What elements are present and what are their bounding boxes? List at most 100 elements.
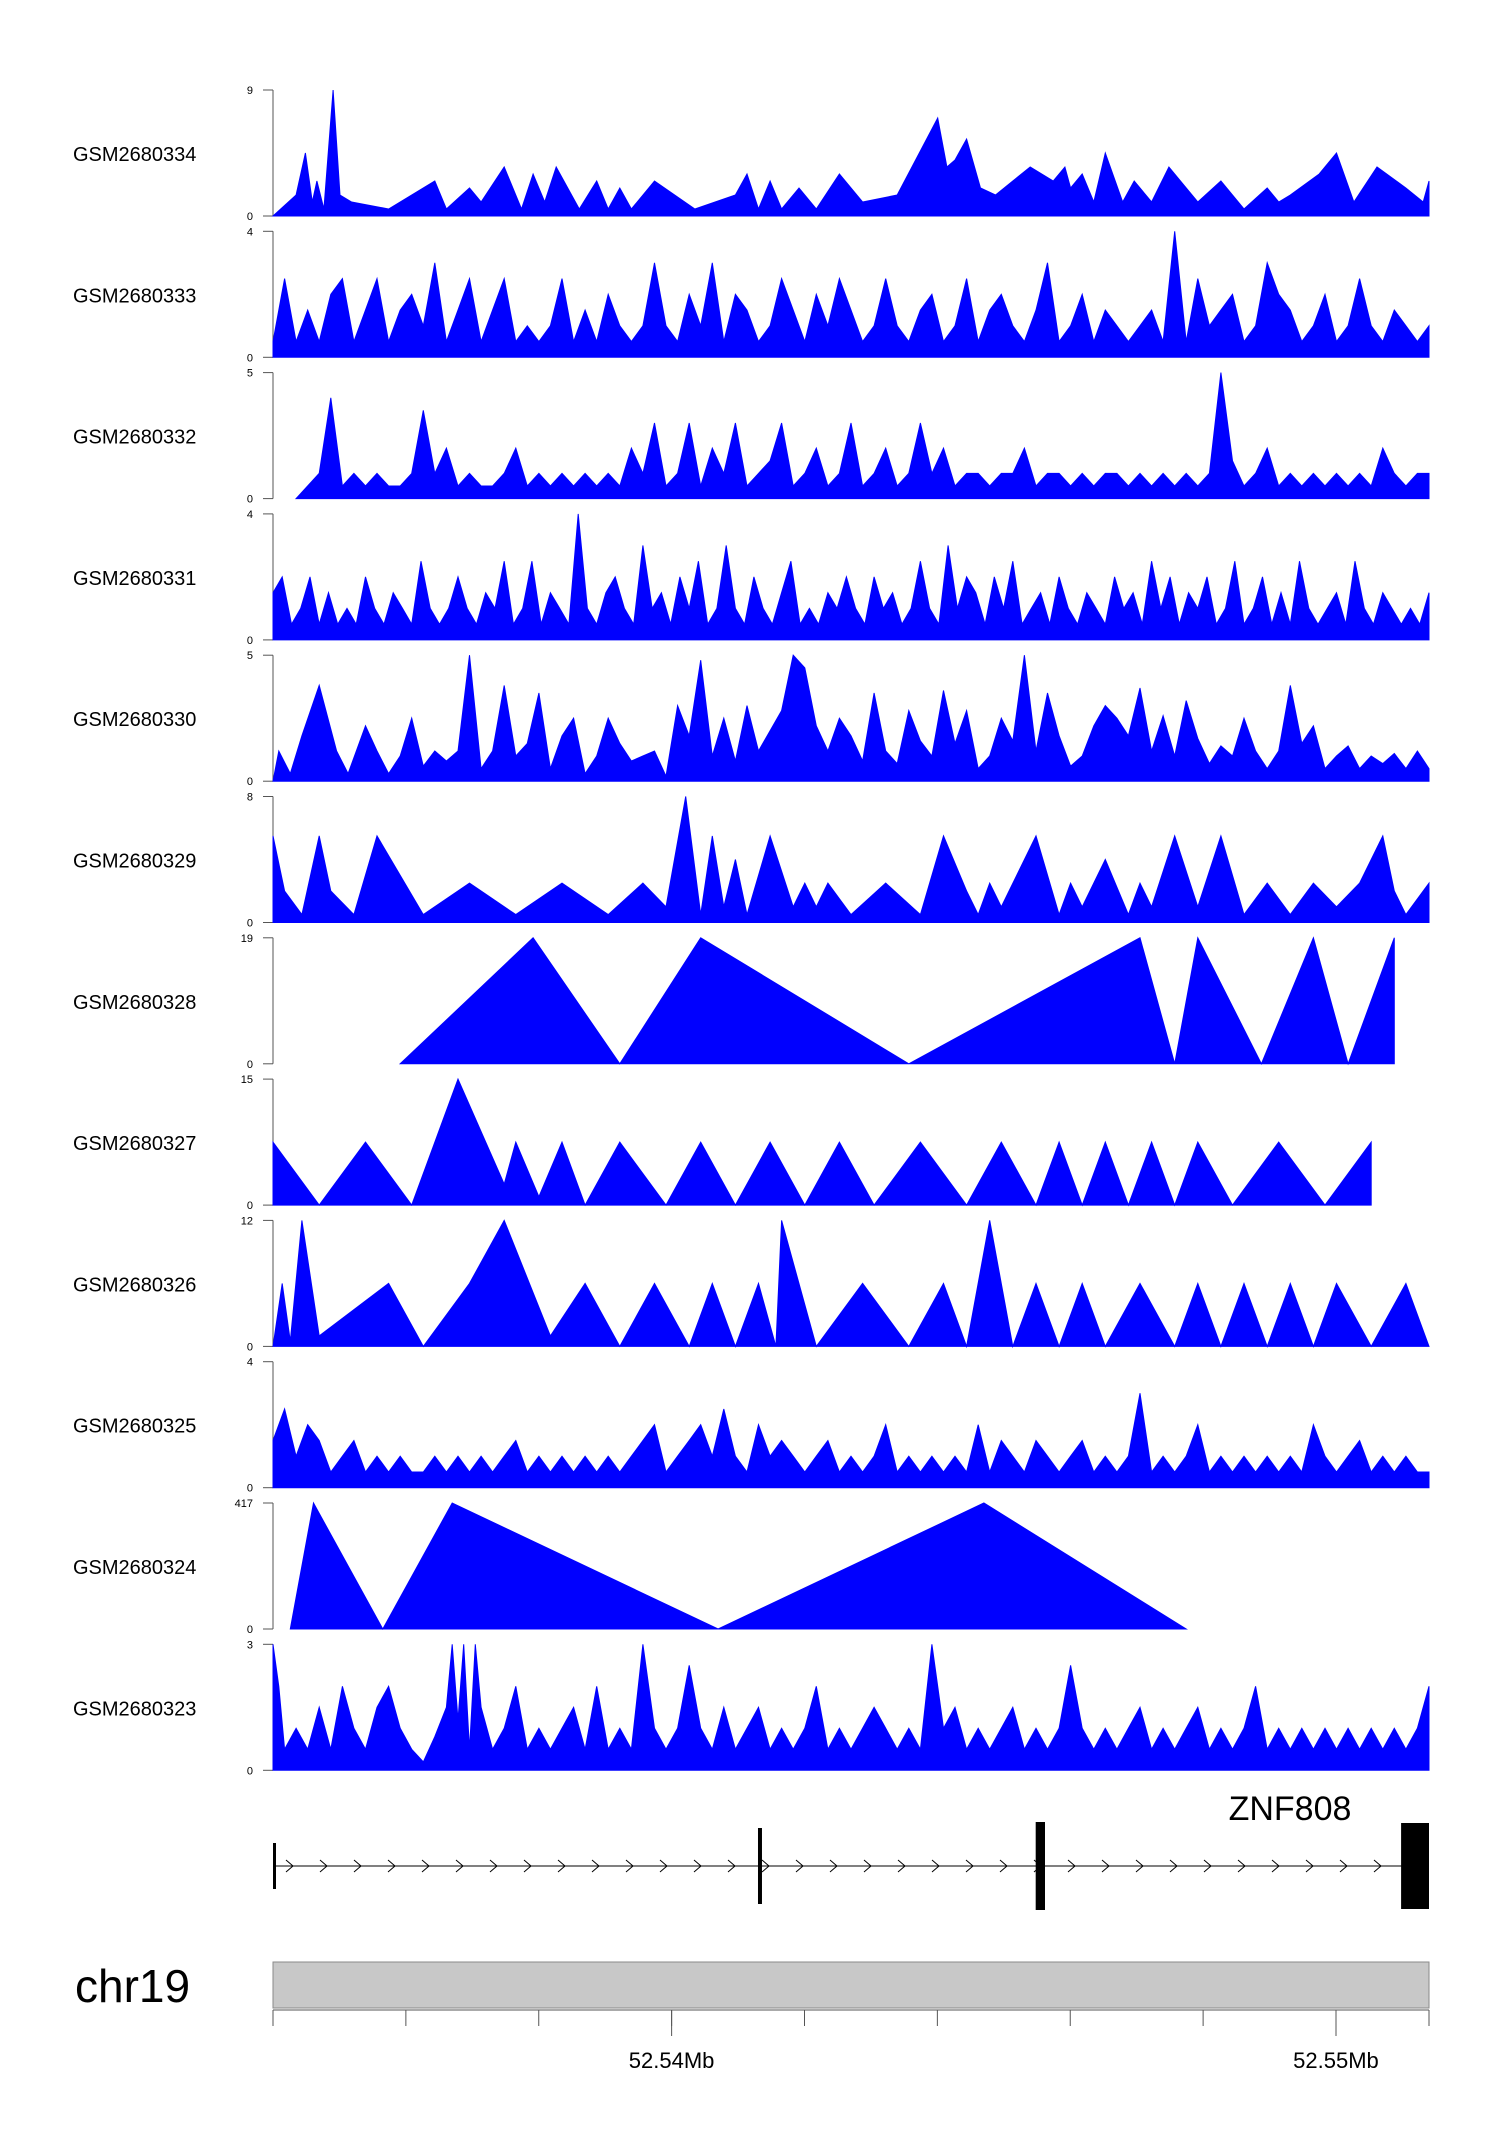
coverage-area xyxy=(272,1393,1430,1489)
track-label: GSM2680334 xyxy=(73,144,196,166)
exon xyxy=(757,1828,762,1904)
track-label: GSM2680324 xyxy=(73,1557,196,1579)
strand-arrow xyxy=(489,1859,498,1873)
track-GSM2680323: GSM2680323 3 0 xyxy=(73,1639,1430,1777)
y-tick-label-min: 0 xyxy=(247,1483,253,1495)
coverage-area xyxy=(289,1501,1188,1631)
y-tick-label-max: 4 xyxy=(247,1357,253,1369)
strand-arrow xyxy=(1101,1859,1110,1873)
axis-tick-label: 52.54Mb xyxy=(629,2048,715,2073)
y-tick-label-min: 0 xyxy=(247,1624,253,1636)
coverage-area xyxy=(271,89,1430,217)
strand-arrow xyxy=(387,1859,396,1873)
track-GSM2680329: GSM2680329 8 0 xyxy=(73,792,1430,930)
strand-arrow xyxy=(1339,1859,1348,1873)
strand-arrow xyxy=(353,1859,362,1873)
track-label: GSM2680327 xyxy=(73,1133,196,1155)
strand-arrow xyxy=(659,1859,668,1873)
strand-arrow xyxy=(557,1859,566,1873)
track-GSM2680334: GSM2680334 9 0 xyxy=(73,85,1430,223)
track-label: GSM2680332 xyxy=(73,427,196,449)
strand-arrow xyxy=(897,1859,906,1873)
exon xyxy=(273,1843,276,1889)
y-tick-label-min: 0 xyxy=(247,1200,253,1212)
chromosome-track: chr19 xyxy=(75,1960,1430,2012)
strand-arrow xyxy=(693,1859,702,1873)
gene-track: ZNF808 xyxy=(273,1790,1429,1910)
strand-arrow xyxy=(1237,1859,1246,1873)
coverage-area xyxy=(272,654,1430,782)
track-label: GSM2680331 xyxy=(73,568,196,590)
strand-arrow xyxy=(1271,1859,1280,1873)
coverage-area xyxy=(272,1644,1430,1771)
track-label: GSM2680329 xyxy=(73,851,196,873)
strand-arrow xyxy=(727,1859,736,1873)
coverage-area xyxy=(272,796,1430,923)
track-label: GSM2680330 xyxy=(73,709,196,731)
strand-arrow xyxy=(455,1859,464,1873)
coverage-area xyxy=(272,231,1430,358)
y-tick-label-min: 0 xyxy=(247,352,253,364)
track-label: GSM2680325 xyxy=(73,1416,196,1438)
track-GSM2680328: GSM2680328 19 0 xyxy=(73,933,1395,1071)
axis-tick-label: 52.55Mb xyxy=(1293,2048,1379,2073)
genome-axis: 52.54Mb 52.55Mb xyxy=(272,2009,1430,2073)
track-GSM2680333: GSM2680333 4 0 xyxy=(73,226,1430,364)
chromosome-label: chr19 xyxy=(75,1960,190,2012)
strand-arrow xyxy=(625,1859,634,1873)
y-tick-label-max: 3 xyxy=(247,1639,253,1651)
y-tick-label-max: 12 xyxy=(241,1215,253,1227)
coverage-area xyxy=(398,936,1395,1066)
y-tick-label-max: 9 xyxy=(247,85,253,97)
track-label: GSM2680328 xyxy=(73,992,196,1014)
coverage-tracks: GSM268033490GSM268033340GSM268033250GSM2… xyxy=(73,85,1430,1777)
strand-arrow xyxy=(1067,1859,1076,1873)
y-tick-label-min: 0 xyxy=(247,1341,253,1353)
y-tick-label-max: 5 xyxy=(247,368,253,380)
strand-arrow xyxy=(965,1859,974,1873)
strand-arrow xyxy=(1135,1859,1144,1873)
y-tick-label-min: 0 xyxy=(247,776,253,788)
strand-arrow xyxy=(863,1859,872,1873)
strand-arrow xyxy=(421,1859,430,1873)
strand-arrow xyxy=(931,1859,940,1873)
track-GSM2680331: GSM2680331 4 0 xyxy=(73,509,1430,647)
strand-arrow xyxy=(523,1859,532,1873)
track-GSM2680324: GSM2680324 417 0 xyxy=(73,1498,1188,1636)
track-GSM2680327: GSM2680327 15 0 xyxy=(73,1074,1372,1212)
track-label: GSM2680323 xyxy=(73,1698,196,1720)
y-tick-label-max: 19 xyxy=(241,933,253,945)
strand-arrow xyxy=(829,1859,838,1873)
y-tick-label-max: 4 xyxy=(247,226,253,238)
strand-arrow xyxy=(1305,1859,1314,1873)
strand-arrow xyxy=(319,1859,328,1873)
y-tick-label-max: 8 xyxy=(247,792,253,804)
gene-model xyxy=(273,1822,1429,1910)
strand-arrow xyxy=(1373,1859,1382,1873)
y-tick-label-min: 0 xyxy=(247,494,253,506)
coverage-area xyxy=(294,372,1430,500)
y-tick-label-max: 417 xyxy=(235,1498,253,1510)
y-tick-label-min: 0 xyxy=(247,635,253,647)
chromosome-ideogram xyxy=(272,1961,1430,2009)
y-tick-label-max: 15 xyxy=(241,1074,253,1086)
track-GSM2680330: GSM2680330 5 0 xyxy=(73,650,1430,788)
strand-arrow xyxy=(999,1859,1008,1873)
coverage-area xyxy=(272,1219,1430,1349)
exon xyxy=(1401,1823,1429,1909)
y-tick-label-max: 5 xyxy=(247,650,253,662)
strand-arrow xyxy=(1169,1859,1178,1873)
y-tick-label-min: 0 xyxy=(247,1059,253,1071)
track-GSM2680332: GSM2680332 5 0 xyxy=(73,368,1430,506)
track-label: GSM2680333 xyxy=(73,285,196,307)
coverage-area xyxy=(272,1077,1372,1207)
strand-arrow xyxy=(761,1859,770,1873)
coverage-area xyxy=(272,513,1430,641)
strand-arrow xyxy=(285,1859,294,1873)
strand-arrow xyxy=(591,1859,600,1873)
y-tick-label-min: 0 xyxy=(247,211,253,223)
strand-arrow xyxy=(1203,1859,1212,1873)
gene-label: ZNF808 xyxy=(1229,1790,1352,1828)
